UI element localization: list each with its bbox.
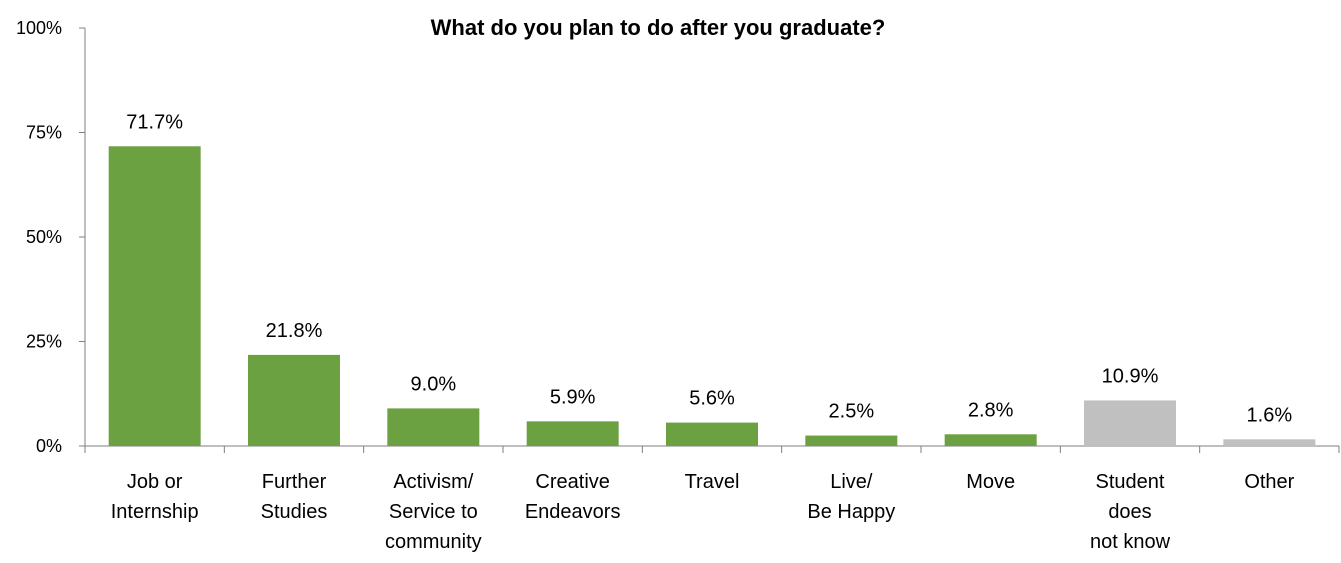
data-label: 71.7%	[126, 111, 183, 133]
data-label: 5.9%	[550, 386, 596, 408]
category-label: Job or	[127, 471, 183, 493]
bar	[1084, 400, 1176, 446]
bar	[666, 422, 758, 446]
y-tick-label: 25%	[26, 332, 62, 352]
category-label: Be Happy	[807, 501, 895, 523]
category-label: Travel	[685, 471, 740, 493]
category-label: Studies	[261, 501, 328, 523]
category-label: community	[385, 531, 482, 553]
data-labels: 71.7% 21.8% 9.0% 5.9% 5.6% 2.5% 2.8% 10.9% 1.6%	[126, 111, 1292, 426]
data-label: 10.9%	[1102, 365, 1159, 387]
category-label: does	[1108, 501, 1151, 523]
bar	[944, 434, 1037, 446]
data-label: 2.8%	[968, 399, 1014, 421]
y-axis: 0% 25% 50% 75% 100%	[16, 18, 86, 456]
bar	[805, 435, 898, 446]
bars	[108, 146, 1316, 446]
category-label: Other	[1244, 471, 1294, 493]
bar	[387, 408, 480, 446]
x-axis	[84, 445, 1340, 453]
y-tick-label: 0%	[36, 436, 62, 456]
category-label: Activism/	[393, 471, 473, 493]
y-tick-label: 100%	[16, 18, 62, 38]
category-labels: Job or Internship Further Studies Activism/S…	[111, 471, 1295, 553]
data-label: 21.8%	[266, 320, 323, 342]
bar	[248, 354, 340, 446]
category-label: Creative	[535, 471, 609, 493]
data-label: 5.6%	[689, 388, 735, 410]
bar	[1223, 439, 1316, 446]
chart-title: What do you plan to do after you graduat…	[431, 15, 886, 40]
category-label: Move	[966, 471, 1015, 493]
category-label: Internship	[111, 501, 199, 523]
category-label: Student	[1096, 471, 1165, 493]
y-tick-label: 50%	[26, 227, 62, 247]
category-label: Service to	[389, 501, 478, 523]
category-label: Endeavors	[525, 501, 621, 523]
category-label: not know	[1090, 531, 1171, 553]
data-label: 1.6%	[1247, 404, 1293, 426]
data-label: 9.0%	[411, 373, 457, 395]
data-label: 2.5%	[829, 401, 875, 423]
bar	[526, 421, 619, 446]
category-label: Live/	[830, 471, 873, 493]
y-tick-label: 75%	[26, 123, 62, 143]
category-label: Further	[262, 471, 327, 493]
bar	[108, 146, 201, 446]
